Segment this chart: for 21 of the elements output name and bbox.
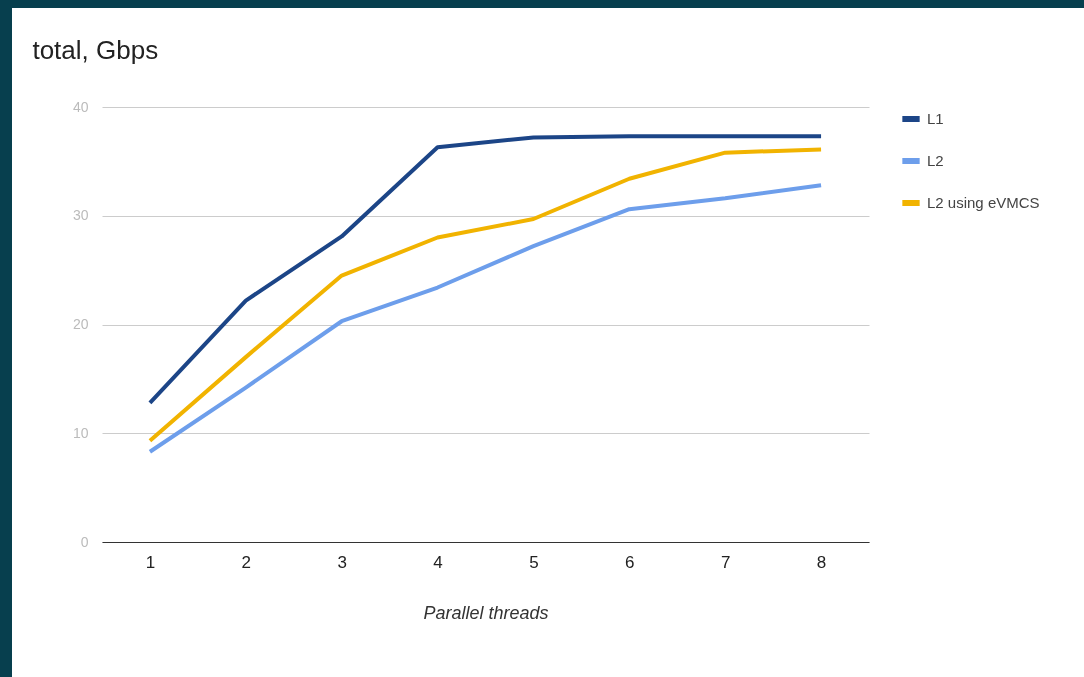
chart-title: total, Gbps: [32, 35, 159, 65]
y-tick-label: 0: [80, 533, 89, 550]
line-series: [147, 147, 824, 443]
line-series: [147, 183, 824, 454]
x-tick-label: 8: [816, 552, 827, 572]
x-tick-label: 3: [337, 552, 347, 572]
x-tick-label: 5: [529, 552, 539, 572]
y-tick-label: 30: [72, 207, 89, 224]
x-tick-label: 1: [145, 552, 156, 572]
legend-label: L2: [927, 152, 944, 169]
legend-label: L2 using eVMCS: [927, 194, 1040, 211]
x-tick-label: 7: [720, 552, 731, 572]
y-tick-label: 40: [72, 98, 89, 115]
x-tick-label: 2: [241, 552, 252, 572]
y-tick-label: 20: [72, 316, 89, 332]
line-series: [147, 134, 824, 405]
legend-label: L1: [927, 110, 944, 127]
x-axis-title: Parallel threads: [423, 602, 549, 623]
x-tick-label: 4: [433, 552, 443, 572]
x-tick-label: 6: [625, 552, 635, 572]
y-tick-label: 10: [72, 424, 89, 441]
